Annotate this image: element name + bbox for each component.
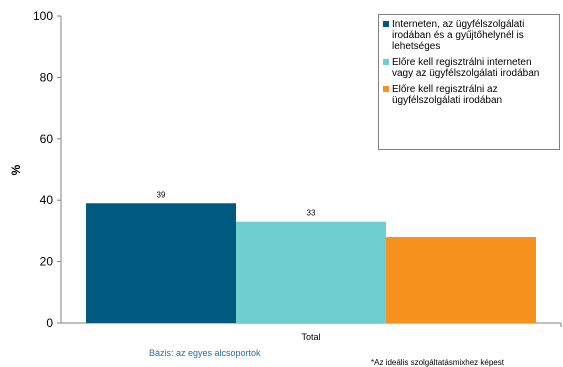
y-tick-label: 80 [40,70,54,84]
x-category-label: Total [301,332,320,342]
legend-label: Előre kell regisztrálni interneten vagy … [392,57,540,79]
legend-swatch [383,59,389,65]
legend-swatch [383,21,389,27]
bars [86,203,536,323]
legend-item: Előre kell regisztrálni az ügyfélszolgál… [383,84,555,106]
bar [86,203,236,323]
y-tick-label: 100 [33,9,53,23]
y-tick-label: 20 [40,255,54,269]
bar [236,221,386,323]
legend-swatch [383,86,389,92]
base-note: Bázis: az egyes alcsoportok [149,348,261,358]
legend-item: Előre kell regisztrálni interneten vagy … [383,57,555,79]
y-tick-label: 40 [40,193,54,207]
y-tick-label: 60 [40,132,54,146]
legend-item: Interneten, az ügyfélszolgálati irodában… [383,19,555,52]
legend-label: Interneten, az ügyfélszolgálati irodában… [392,19,525,52]
y-axis-label: % [9,164,23,175]
bar [386,237,536,323]
data-label: 39 [157,190,166,199]
footnote: *Az ideális szolgáltatásmixhez képest [371,358,504,367]
legend-label: Előre kell regisztrálni az ügyfélszolgál… [392,84,503,106]
data-label: 33 [307,209,316,218]
y-tick-label: 0 [46,316,53,330]
labels: 39 33 Total [157,190,321,342]
legend: Interneten, az ügyfélszolgálati irodában… [378,14,560,150]
